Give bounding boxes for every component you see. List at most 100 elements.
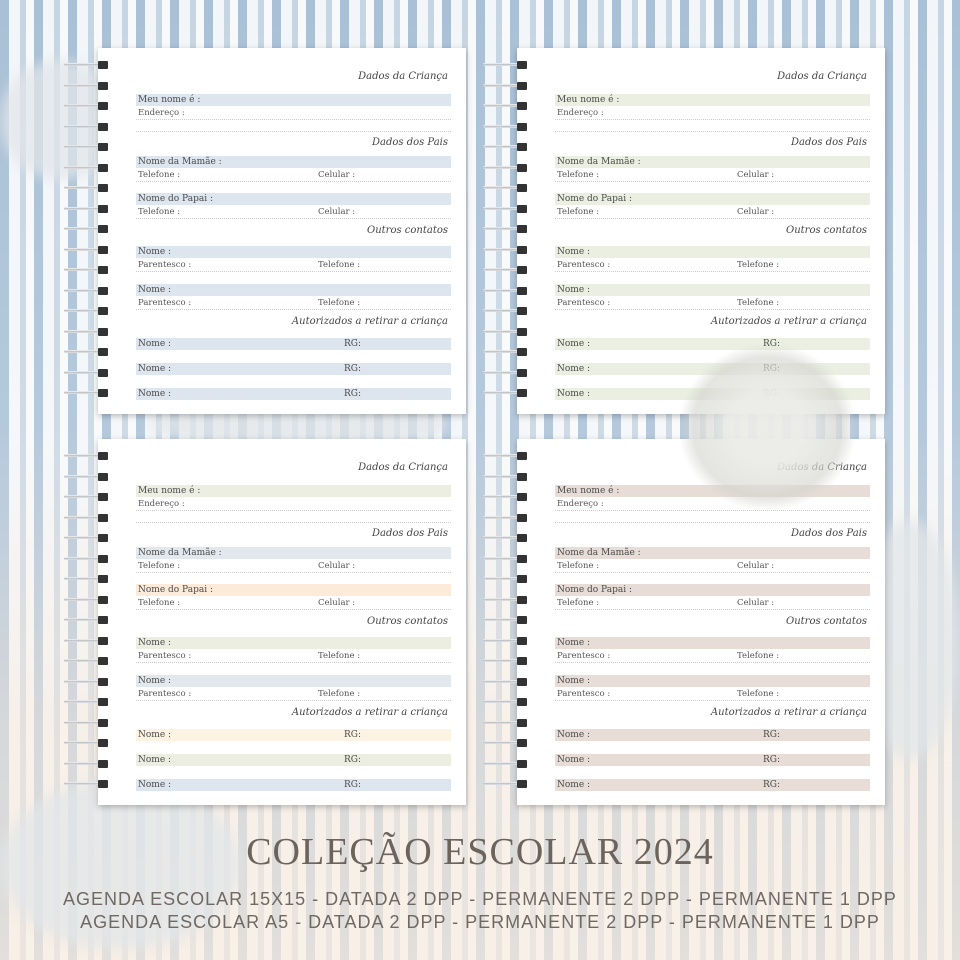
spiral-wire (64, 145, 100, 148)
field-bar (555, 94, 870, 106)
section-title-contacts: Outros contatos (367, 616, 448, 627)
spiral-wire (483, 309, 519, 312)
spiral-hole (98, 657, 108, 665)
label-father-name: Nome do Papai : (138, 194, 213, 204)
dotted-line (555, 522, 870, 523)
label-phone: Telefone : (138, 207, 181, 217)
spiral-hole (98, 245, 108, 254)
label-relationship: Parentesco : (557, 260, 611, 270)
label-mobile: Celular : (737, 207, 775, 217)
spiral-hole (517, 534, 527, 542)
label-phone: Telefone : (557, 170, 600, 180)
spiral-ring (483, 698, 531, 706)
label-phone: Telefone : (557, 598, 600, 608)
spiral-ring (483, 452, 531, 460)
planner-page: Dados da Criança Meu nome é : Endereço : Da… (64, 48, 466, 414)
spiral-ring (64, 677, 112, 686)
spiral-ring (64, 307, 112, 315)
label-phone: Telefone : (318, 651, 361, 661)
dotted-line (555, 119, 870, 120)
spiral-hole (98, 698, 108, 706)
spiral-wire (483, 700, 519, 703)
spiral-hole (517, 102, 527, 110)
spiral-ring (483, 266, 531, 274)
label-phone: Telefone : (737, 651, 780, 661)
spiral-hole (517, 739, 527, 747)
label-rg: RG: (763, 339, 780, 349)
spiral-hole (98, 534, 108, 542)
spiral-hole (517, 493, 527, 501)
section-title-parents: Dados dos Pais (790, 528, 867, 539)
label-mother-name: Nome da Mamãe : (138, 157, 222, 167)
label-name: Nome : (557, 285, 591, 295)
spiral-ring (483, 534, 531, 542)
collection-title: COLEÇÃO ESCOLAR 2024 (246, 831, 714, 873)
label-relationship: Parentesco : (138, 298, 192, 308)
label-rg: RG: (763, 730, 780, 740)
spiral-wire (64, 638, 100, 642)
spiral-hole (517, 780, 527, 788)
spiral-hole (517, 266, 527, 274)
spiral-ring (483, 389, 531, 397)
spiral-ring (64, 472, 112, 481)
dotted-line (555, 181, 870, 182)
label-address: Endereço : (138, 499, 185, 509)
field-bar (136, 156, 451, 168)
spiral-hole (517, 677, 527, 686)
dotted-line (555, 271, 870, 272)
field-bar (555, 779, 870, 791)
spiral-hole (98, 163, 108, 172)
spiral-hole (98, 389, 108, 397)
spiral-wire (64, 454, 100, 457)
field-bar (136, 779, 451, 791)
spiral-wire (483, 782, 519, 785)
spiral-ring (483, 493, 531, 501)
spiral-wire (483, 577, 519, 580)
spiral-wire (483, 186, 519, 189)
spiral-wire (483, 145, 519, 148)
section-title-authorized: Autorizados a retirar a criança (710, 316, 867, 327)
spiral-ring (483, 616, 531, 624)
section-title-child: Dados da Criança (358, 462, 448, 473)
spiral-wire (64, 679, 100, 683)
dotted-line (136, 181, 451, 182)
spiral-ring (483, 759, 531, 768)
spiral-ring (64, 759, 112, 768)
field-bar (555, 156, 870, 168)
spiral-ring (483, 204, 531, 213)
spiral-ring (64, 595, 112, 604)
spiral-ring (64, 534, 112, 542)
dotted-line (555, 662, 870, 663)
spiral-ring (483, 184, 531, 192)
spiral-hole (517, 698, 527, 706)
spiral-hole (98, 739, 108, 747)
spiral-wire (64, 659, 100, 662)
spiral-ring (483, 122, 531, 131)
dotted-line (136, 271, 451, 272)
label-name: Nome : (138, 780, 172, 790)
spiral-wire (483, 63, 519, 66)
spiral-hole (98, 493, 108, 501)
section-title-contacts: Outros contatos (367, 225, 448, 236)
spiral-ring (64, 575, 112, 583)
label-rg: RG: (344, 339, 361, 349)
spiral-ring (483, 677, 531, 686)
spiral-wire (483, 720, 519, 724)
spiral-wire (483, 124, 519, 128)
field-bar (136, 246, 451, 258)
spiral-ring (64, 81, 112, 90)
spiral-ring (64, 163, 112, 172)
spiral-hole (98, 759, 108, 768)
spiral-ring (483, 575, 531, 583)
dotted-line (136, 522, 451, 523)
label-my-name: Meu nome é : (138, 95, 201, 105)
spiral-wire (64, 577, 100, 580)
spiral-wire (483, 495, 519, 498)
label-name: Nome : (557, 676, 591, 686)
spiral-wire (64, 350, 100, 353)
spiral-ring (64, 225, 112, 233)
label-name: Nome : (138, 676, 172, 686)
spiral-ring (483, 780, 531, 788)
spiral-ring (64, 493, 112, 501)
section-title-authorized: Autorizados a retirar a criança (291, 316, 448, 327)
